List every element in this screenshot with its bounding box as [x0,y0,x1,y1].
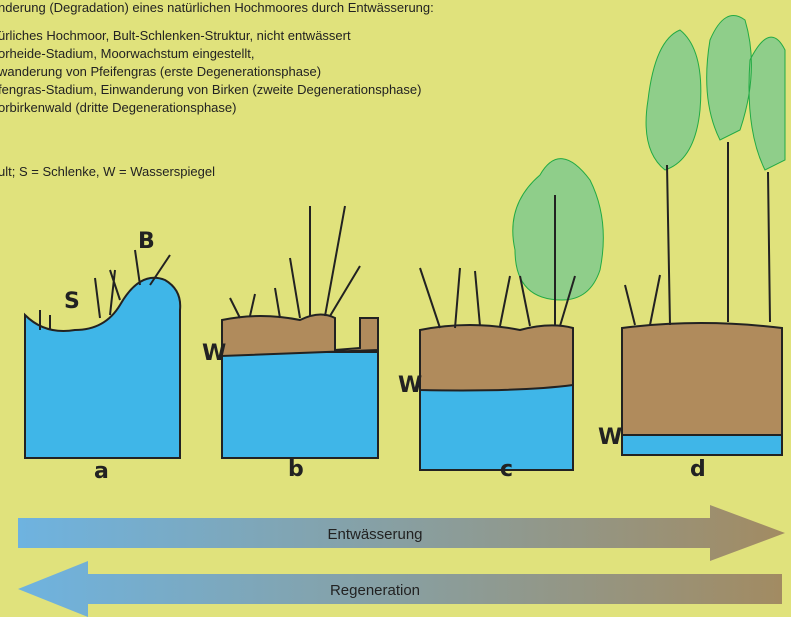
marker: W [202,341,226,366]
legend-line: wanderung von Pfeifengras (erste Degener… [0,64,321,79]
legend-line: fengras-Stadium, Einwanderung von Birken… [0,82,421,97]
marker: S [64,289,80,314]
title: nderung (Degradation) eines natürlichen … [0,0,434,15]
legend-line: orbirkenwald (dritte Degenerationsphase) [0,100,236,115]
legend-line: orheide-Stadium, Moorwachstum eingestell… [0,46,255,61]
abbreviations: ult; S = Schlenke, W = Wasserspiegel [0,164,215,179]
panel-label: b [288,457,304,482]
legend-line: ürliches Hochmoor, Bult-Schlenken-Strukt… [0,28,351,43]
arrow-label: Regeneration [330,582,420,599]
panel-label: c [500,457,513,482]
panel-label: d [690,457,706,482]
arrow-label: Entwässerung [327,526,422,543]
panel-label: a [94,459,109,484]
diagram: nderung (Degradation) eines natürlichen … [0,0,791,617]
marker: W [598,425,622,450]
marker: B [138,229,155,254]
marker: W [398,373,422,398]
